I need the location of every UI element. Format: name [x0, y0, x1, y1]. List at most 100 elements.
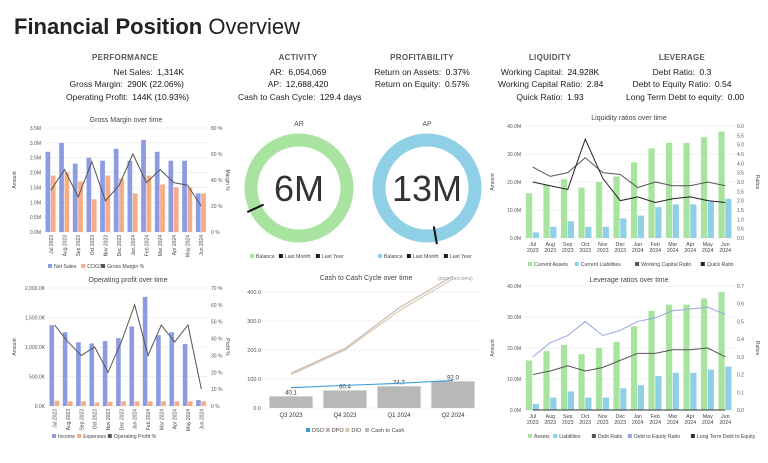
- y2-tick-label: 0.6: [737, 302, 744, 308]
- bar: [725, 366, 732, 410]
- x-tick-label: Jul 2023: [53, 409, 59, 428]
- bar: [683, 304, 690, 410]
- legend-swatch: [690, 434, 695, 438]
- donut-center-label: 6M: [274, 168, 324, 209]
- bar: [578, 187, 585, 238]
- bar: [567, 221, 574, 238]
- y2-tick-label: 5.5: [737, 133, 744, 139]
- y2-axis-label: Profit %: [224, 338, 230, 356]
- bar: [141, 139, 146, 232]
- legend-swatch: [77, 434, 82, 438]
- legend-label: Operating Profit %: [114, 434, 157, 440]
- bar: [129, 326, 135, 406]
- y-tick-label: 0.0M: [30, 230, 41, 236]
- bar: [148, 401, 153, 406]
- bar: [72, 163, 78, 232]
- bar: [637, 215, 644, 238]
- donut-center-label: 13M: [392, 168, 462, 209]
- y2-tick-label: 0.0: [737, 408, 744, 414]
- series-line: [290, 275, 454, 374]
- x-tick-label: 2024: [632, 248, 644, 254]
- bar: [655, 207, 662, 238]
- x-tick-label: May: [703, 414, 713, 420]
- kpi-row: Cash to Cash Cycle: 129.4 days: [238, 91, 362, 102]
- series-line: [290, 278, 454, 376]
- bar: [585, 226, 592, 238]
- bar: [620, 388, 627, 410]
- bar: [102, 341, 108, 406]
- bar: [690, 204, 697, 238]
- legend-swatch: [406, 254, 411, 258]
- y-tick-label: 1,500.0K: [25, 316, 46, 322]
- bar: [156, 335, 161, 406]
- kpi-row: Return on Assets: 0.37%: [374, 66, 470, 77]
- y2-tick-label: 4.0: [737, 161, 744, 167]
- bar: [146, 175, 152, 232]
- data-label: 60.4: [339, 384, 351, 390]
- x-tick-label: Apr 2024: [173, 409, 179, 430]
- y-tick-label: 2.5M: [30, 156, 41, 162]
- y-axis-label: Amount: [490, 339, 496, 357]
- y-tick-label: 0.0: [253, 406, 261, 412]
- kpi-row: Working Capital Ratio: 2.84: [498, 79, 604, 89]
- y2-tick-label: 0.1: [737, 390, 744, 396]
- chart-title: Cash to Cash Cycle over time: [320, 275, 413, 282]
- legend-swatch: [574, 262, 579, 266]
- kpi-row: Debt Ratio: 0.3: [652, 66, 712, 77]
- x-tick-label: Aug 2023: [66, 409, 72, 431]
- bar: [169, 332, 175, 406]
- bar: [725, 198, 732, 238]
- target-marker: [432, 226, 438, 245]
- series-line: [54, 303, 202, 390]
- bar: [707, 369, 714, 410]
- bar: [700, 137, 708, 238]
- legend-label: Assets: [534, 434, 550, 440]
- legend-label: Liabilities: [559, 434, 581, 440]
- kpi-row: Working Capital: 24,928K: [500, 66, 600, 77]
- bar: [187, 187, 193, 232]
- donut-ring: [372, 133, 482, 243]
- page-title: Financial Position Overview: [14, 14, 300, 40]
- legend-swatch: [627, 434, 632, 438]
- x-tick-label: Jan 2024: [133, 409, 139, 430]
- legend-swatch: [553, 434, 558, 438]
- series-line: [290, 379, 454, 389]
- y2-tick-label: 0.2: [737, 373, 744, 379]
- bar: [119, 178, 124, 232]
- y-tick-label: 1.5M: [30, 185, 41, 191]
- y2-tick-label: 3.0: [737, 180, 744, 186]
- x-tick-label: Sep: [563, 414, 572, 420]
- x-tick-label: 2024: [649, 248, 661, 254]
- bar: [683, 142, 690, 238]
- title-rest: Overview: [208, 14, 301, 39]
- bar: [690, 372, 697, 410]
- x-tick-label: Q2 2024: [441, 413, 465, 419]
- chart-title: AP: [422, 121, 432, 128]
- bar: [174, 401, 180, 406]
- bar: [595, 182, 603, 238]
- y-tick-label: 0.5M: [30, 215, 41, 221]
- kpi-profitability: PROFITABILITY Return on Assets: 0.37% Re…: [374, 52, 470, 91]
- chart-title: Leverage ratios over time: [590, 277, 669, 284]
- y-tick-label: 0.0K: [35, 404, 46, 410]
- legend-label: Net Sales: [54, 264, 77, 270]
- x-tick-label: Q1 2024: [387, 413, 411, 419]
- bar: [59, 142, 64, 232]
- bar: [672, 204, 679, 238]
- bar: [182, 344, 188, 406]
- x-tick-label: 2024: [702, 420, 714, 426]
- bar: [323, 390, 367, 408]
- bar: [127, 160, 133, 232]
- bar: [560, 344, 568, 410]
- y2-tick-label: 5.0: [737, 143, 744, 149]
- y-tick-label: 30.0M: [507, 152, 521, 158]
- legend-label: Current Assets: [534, 262, 568, 268]
- legend-label: COGS: [87, 264, 103, 270]
- y2-tick-label: 1.0: [737, 217, 744, 223]
- x-tick-label: 2024: [667, 420, 679, 426]
- kpi-heading: LIQUIDITY: [528, 53, 572, 62]
- y2-tick-label: 40 %: [211, 337, 223, 343]
- x-tick-label: 2024: [684, 420, 696, 426]
- series-line: [532, 306, 726, 358]
- x-tick-label: Q3 2023: [279, 413, 303, 419]
